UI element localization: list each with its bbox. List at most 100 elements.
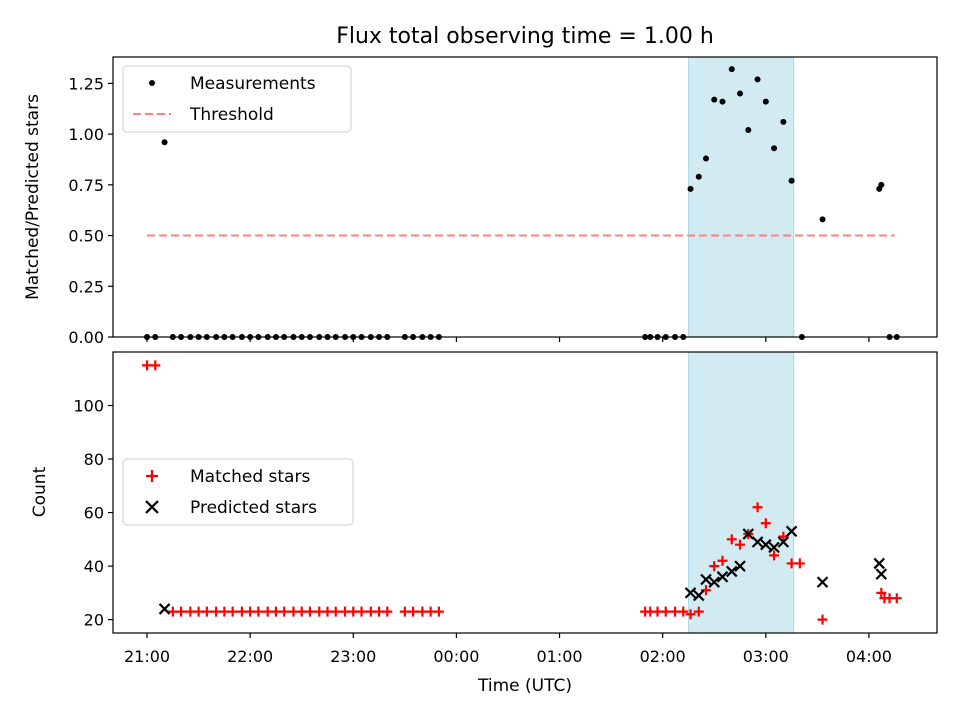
x-tick-label: 03:00 xyxy=(743,647,789,666)
matched-star-point xyxy=(717,555,728,566)
chart-title: Flux total observing time = 1.00 h xyxy=(336,24,714,49)
legend-measurement-swatch xyxy=(149,80,155,86)
y-tick-label: 60 xyxy=(84,504,104,523)
highlight-band xyxy=(687,56,795,338)
predicted-star-point xyxy=(777,536,790,548)
y-tick-label: 20 xyxy=(84,611,104,630)
predicted-star-point xyxy=(734,560,746,572)
observing-window-highlight xyxy=(687,56,795,338)
measurement-point xyxy=(819,216,826,223)
count-panel: 20 40 60 80 100 Count Matched stars Predicted… xyxy=(30,351,938,638)
measurement-point xyxy=(687,185,694,192)
measurement-point xyxy=(771,145,778,152)
matched-star-point xyxy=(356,606,367,617)
count-legend: Matched stars Predicted stars xyxy=(122,458,354,526)
matched-star-point xyxy=(150,360,161,371)
legend-predicted-swatch xyxy=(145,500,159,514)
x-tick-label: 04:00 xyxy=(846,647,892,666)
matched-star-point xyxy=(891,593,902,604)
matched-star-point xyxy=(685,609,696,620)
y-tick-label: 0.50 xyxy=(68,227,104,246)
legend-label: Matched stars xyxy=(190,467,310,487)
legend-label: Predicted stars xyxy=(190,498,317,518)
matched-star-point xyxy=(817,614,828,625)
predicted-star-point xyxy=(692,589,705,602)
measurement-point xyxy=(878,181,885,188)
y-tick-label: 0.75 xyxy=(68,176,104,195)
ratio-panel: 0.00 0.25 0.50 0.75 1.00 1.25 Matched/Predict… xyxy=(23,56,938,347)
measurement-point xyxy=(719,98,726,105)
measurement-point xyxy=(788,177,795,184)
matched-star-point xyxy=(227,606,238,617)
matched-star-point xyxy=(279,606,290,617)
matched-star-point xyxy=(330,606,341,617)
count-series xyxy=(142,360,902,625)
predicted-star-point xyxy=(816,576,829,588)
y-tick-label: 0.25 xyxy=(68,277,104,296)
ratio-panel-axes: 0.00 0.25 0.50 0.75 1.00 1.25 xyxy=(68,56,938,347)
x-tick-label: 21:00 xyxy=(124,647,170,666)
measurement-point xyxy=(728,66,735,73)
matched-star-point xyxy=(408,606,419,617)
y-tick-label: 1.00 xyxy=(68,125,104,144)
matched-star-point xyxy=(693,606,704,617)
predicted-star-point xyxy=(716,571,729,583)
predicted-star-point xyxy=(768,541,780,554)
y-tick-label: 100 xyxy=(73,397,104,416)
x-tick-label: 01:00 xyxy=(536,647,582,666)
predicted-star-point xyxy=(875,568,888,580)
legend-box xyxy=(122,65,352,133)
matched-star-point xyxy=(382,606,393,617)
predicted-star-point xyxy=(684,587,697,599)
measurement-point xyxy=(754,76,761,83)
measurement-point xyxy=(711,96,718,103)
predicted-star-point xyxy=(873,557,886,570)
count-panel-axes: 20 40 60 80 100 xyxy=(73,351,938,638)
x-tick-label: 22:00 xyxy=(227,647,273,666)
predicted-star-point xyxy=(708,576,721,588)
matched-star-point xyxy=(678,606,689,617)
matched-star-point xyxy=(876,587,887,598)
matched-star-point xyxy=(660,606,671,617)
y-tick-label: 40 xyxy=(84,557,104,576)
matched-star-point xyxy=(794,558,805,569)
predicted-star-point xyxy=(742,528,755,540)
legend-label: Threshold xyxy=(189,105,274,125)
predicted-star-point xyxy=(158,603,171,615)
matched-star-point xyxy=(709,561,720,572)
legend-box xyxy=(122,458,354,526)
matched-star-point xyxy=(760,518,771,529)
x-tick-label: 00:00 xyxy=(433,647,479,666)
measurement-point xyxy=(161,139,168,146)
count-y-axis-label: Count xyxy=(30,466,50,517)
y-tick-label: 1.25 xyxy=(68,74,104,93)
legend-label: Measurements xyxy=(190,74,316,94)
plot-frame xyxy=(112,351,938,634)
x-axis-ticks: 21:00 22:00 23:00 00:00 01:00 02:00 03:00 04:00 xyxy=(124,647,892,666)
matched-star-point xyxy=(735,539,746,550)
predicted-star-point xyxy=(785,525,798,538)
measurement-point xyxy=(780,118,787,125)
matched-star-point xyxy=(176,606,187,617)
predicted-star-point xyxy=(760,538,772,551)
predicted-star-point xyxy=(751,536,764,548)
x-tick-label: 02:00 xyxy=(640,647,686,666)
ratio-legend: Measurements Threshold xyxy=(122,65,352,133)
plot-frame xyxy=(112,56,938,338)
y-tick-label: 80 xyxy=(84,450,104,469)
matched-star-point xyxy=(778,531,789,542)
predicted-star-point xyxy=(700,573,712,586)
matched-star-point xyxy=(726,534,737,545)
matched-star-point xyxy=(769,550,780,561)
measurement-point xyxy=(737,90,744,97)
predicted-star-point xyxy=(725,565,738,578)
matched-star-point xyxy=(752,502,763,513)
measurement-point xyxy=(745,127,752,134)
ratio-y-axis-label: Matched/Predicted stars xyxy=(23,94,43,300)
matched-star-point xyxy=(304,606,315,617)
matched-star-point xyxy=(253,606,264,617)
measurement-point xyxy=(702,155,709,162)
x-tick-label: 23:00 xyxy=(330,647,376,666)
measurement-point xyxy=(762,98,769,105)
